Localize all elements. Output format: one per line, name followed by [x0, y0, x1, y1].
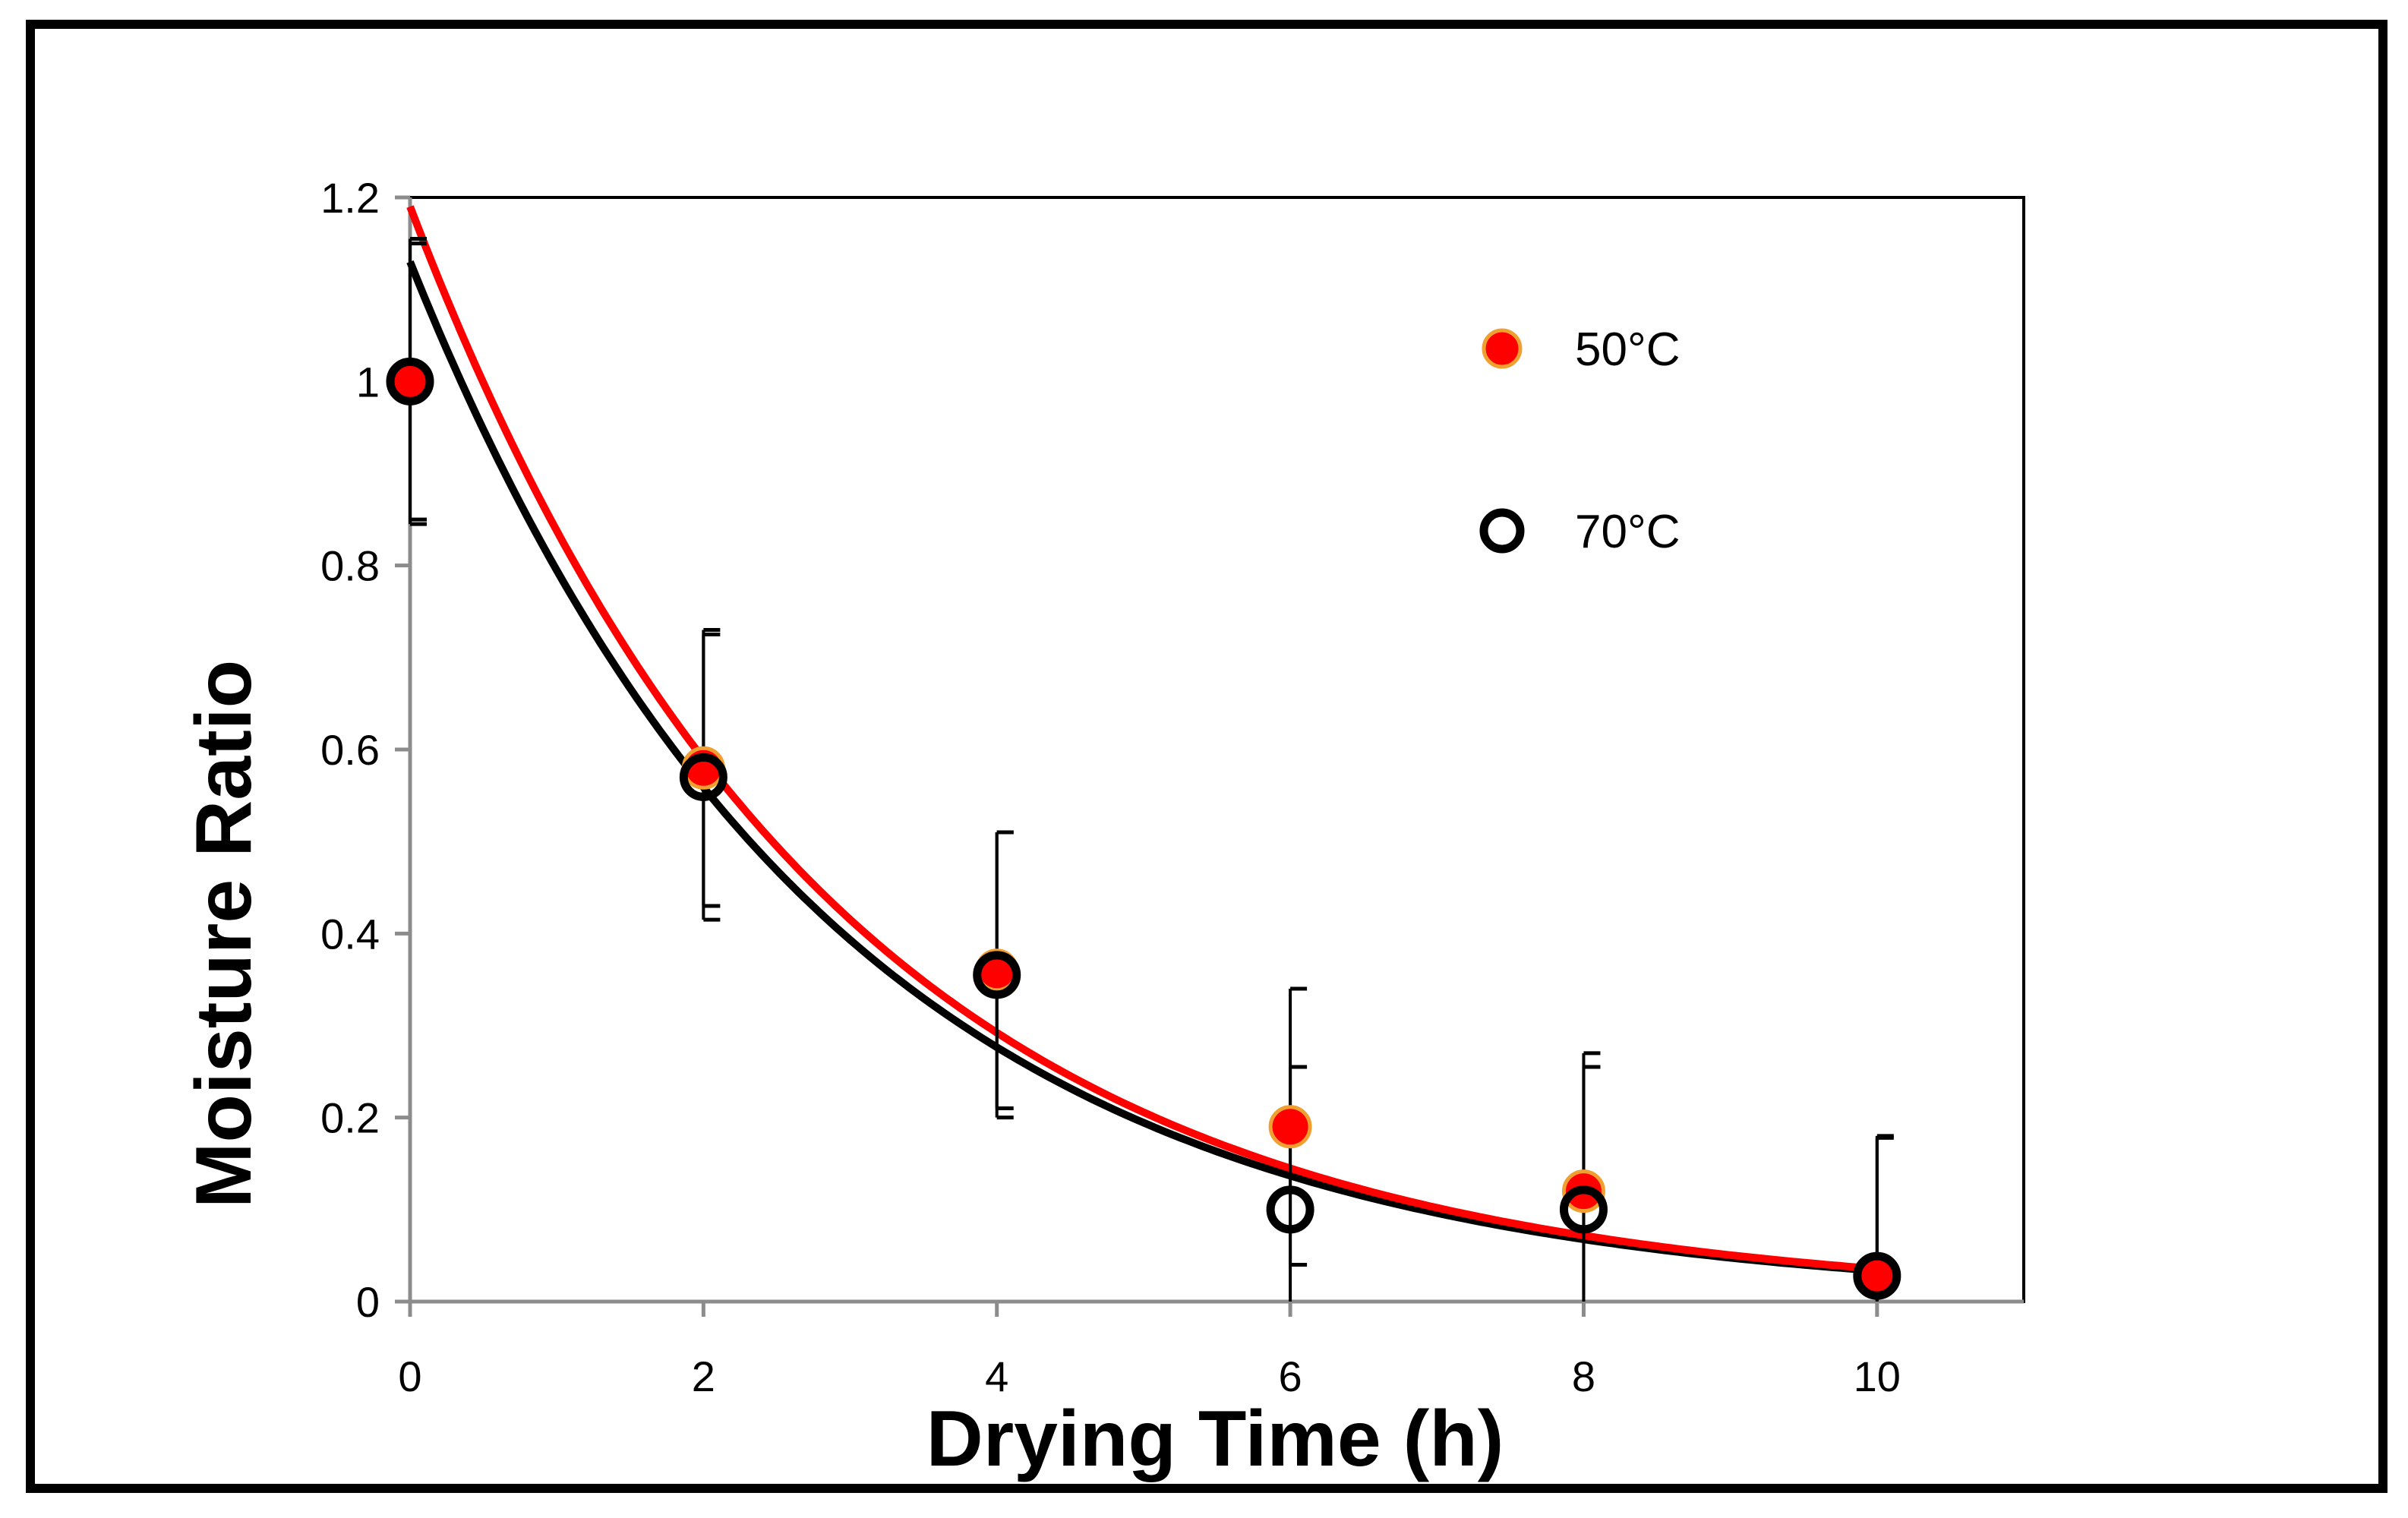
- plot-area: [409, 196, 2025, 1303]
- data-point-70c: [1266, 1185, 1314, 1234]
- x-tick-label: 0: [398, 1352, 421, 1400]
- fit-curves-layer: [406, 205, 1878, 1275]
- x-axis-title: Drying Time (h): [926, 1395, 1504, 1483]
- legend-marker-70c: [1479, 508, 1525, 554]
- y-tick-label: 0.6: [320, 726, 380, 774]
- y-tick-label: 0: [356, 1278, 380, 1326]
- data-point-70c: [973, 951, 1021, 999]
- legend-marker-50c: [1482, 328, 1523, 369]
- x-tick-label: 2: [692, 1352, 715, 1400]
- y-tick-label: 1.2: [320, 174, 380, 222]
- legend-label-70c: 70°C: [1575, 506, 1681, 558]
- legend: 50°C 70°C: [1479, 323, 1681, 558]
- legend-label-50c: 50°C: [1575, 323, 1681, 376]
- y-tick-label: 0.2: [320, 1094, 380, 1142]
- y-tick-label: 0.4: [320, 910, 380, 958]
- x-tick-label: 10: [1854, 1352, 1901, 1400]
- data-point-70c: [386, 357, 434, 406]
- data-point-70c: [679, 753, 727, 801]
- y-tick-label: 0.8: [320, 542, 380, 590]
- data-points-layer: [386, 357, 1901, 1300]
- fit-curve: [406, 205, 1878, 1273]
- y-axis-title: Moisture Ratio: [180, 660, 268, 1208]
- data-point-70c: [1559, 1185, 1608, 1234]
- data-point-70c: [1853, 1251, 1901, 1300]
- y-tick-label: 1: [356, 358, 380, 406]
- x-tick-label: 4: [985, 1352, 1008, 1400]
- x-tick-label: 8: [1572, 1352, 1595, 1400]
- x-tick-label: 6: [1279, 1352, 1302, 1400]
- data-point-50c: [1268, 1105, 1312, 1149]
